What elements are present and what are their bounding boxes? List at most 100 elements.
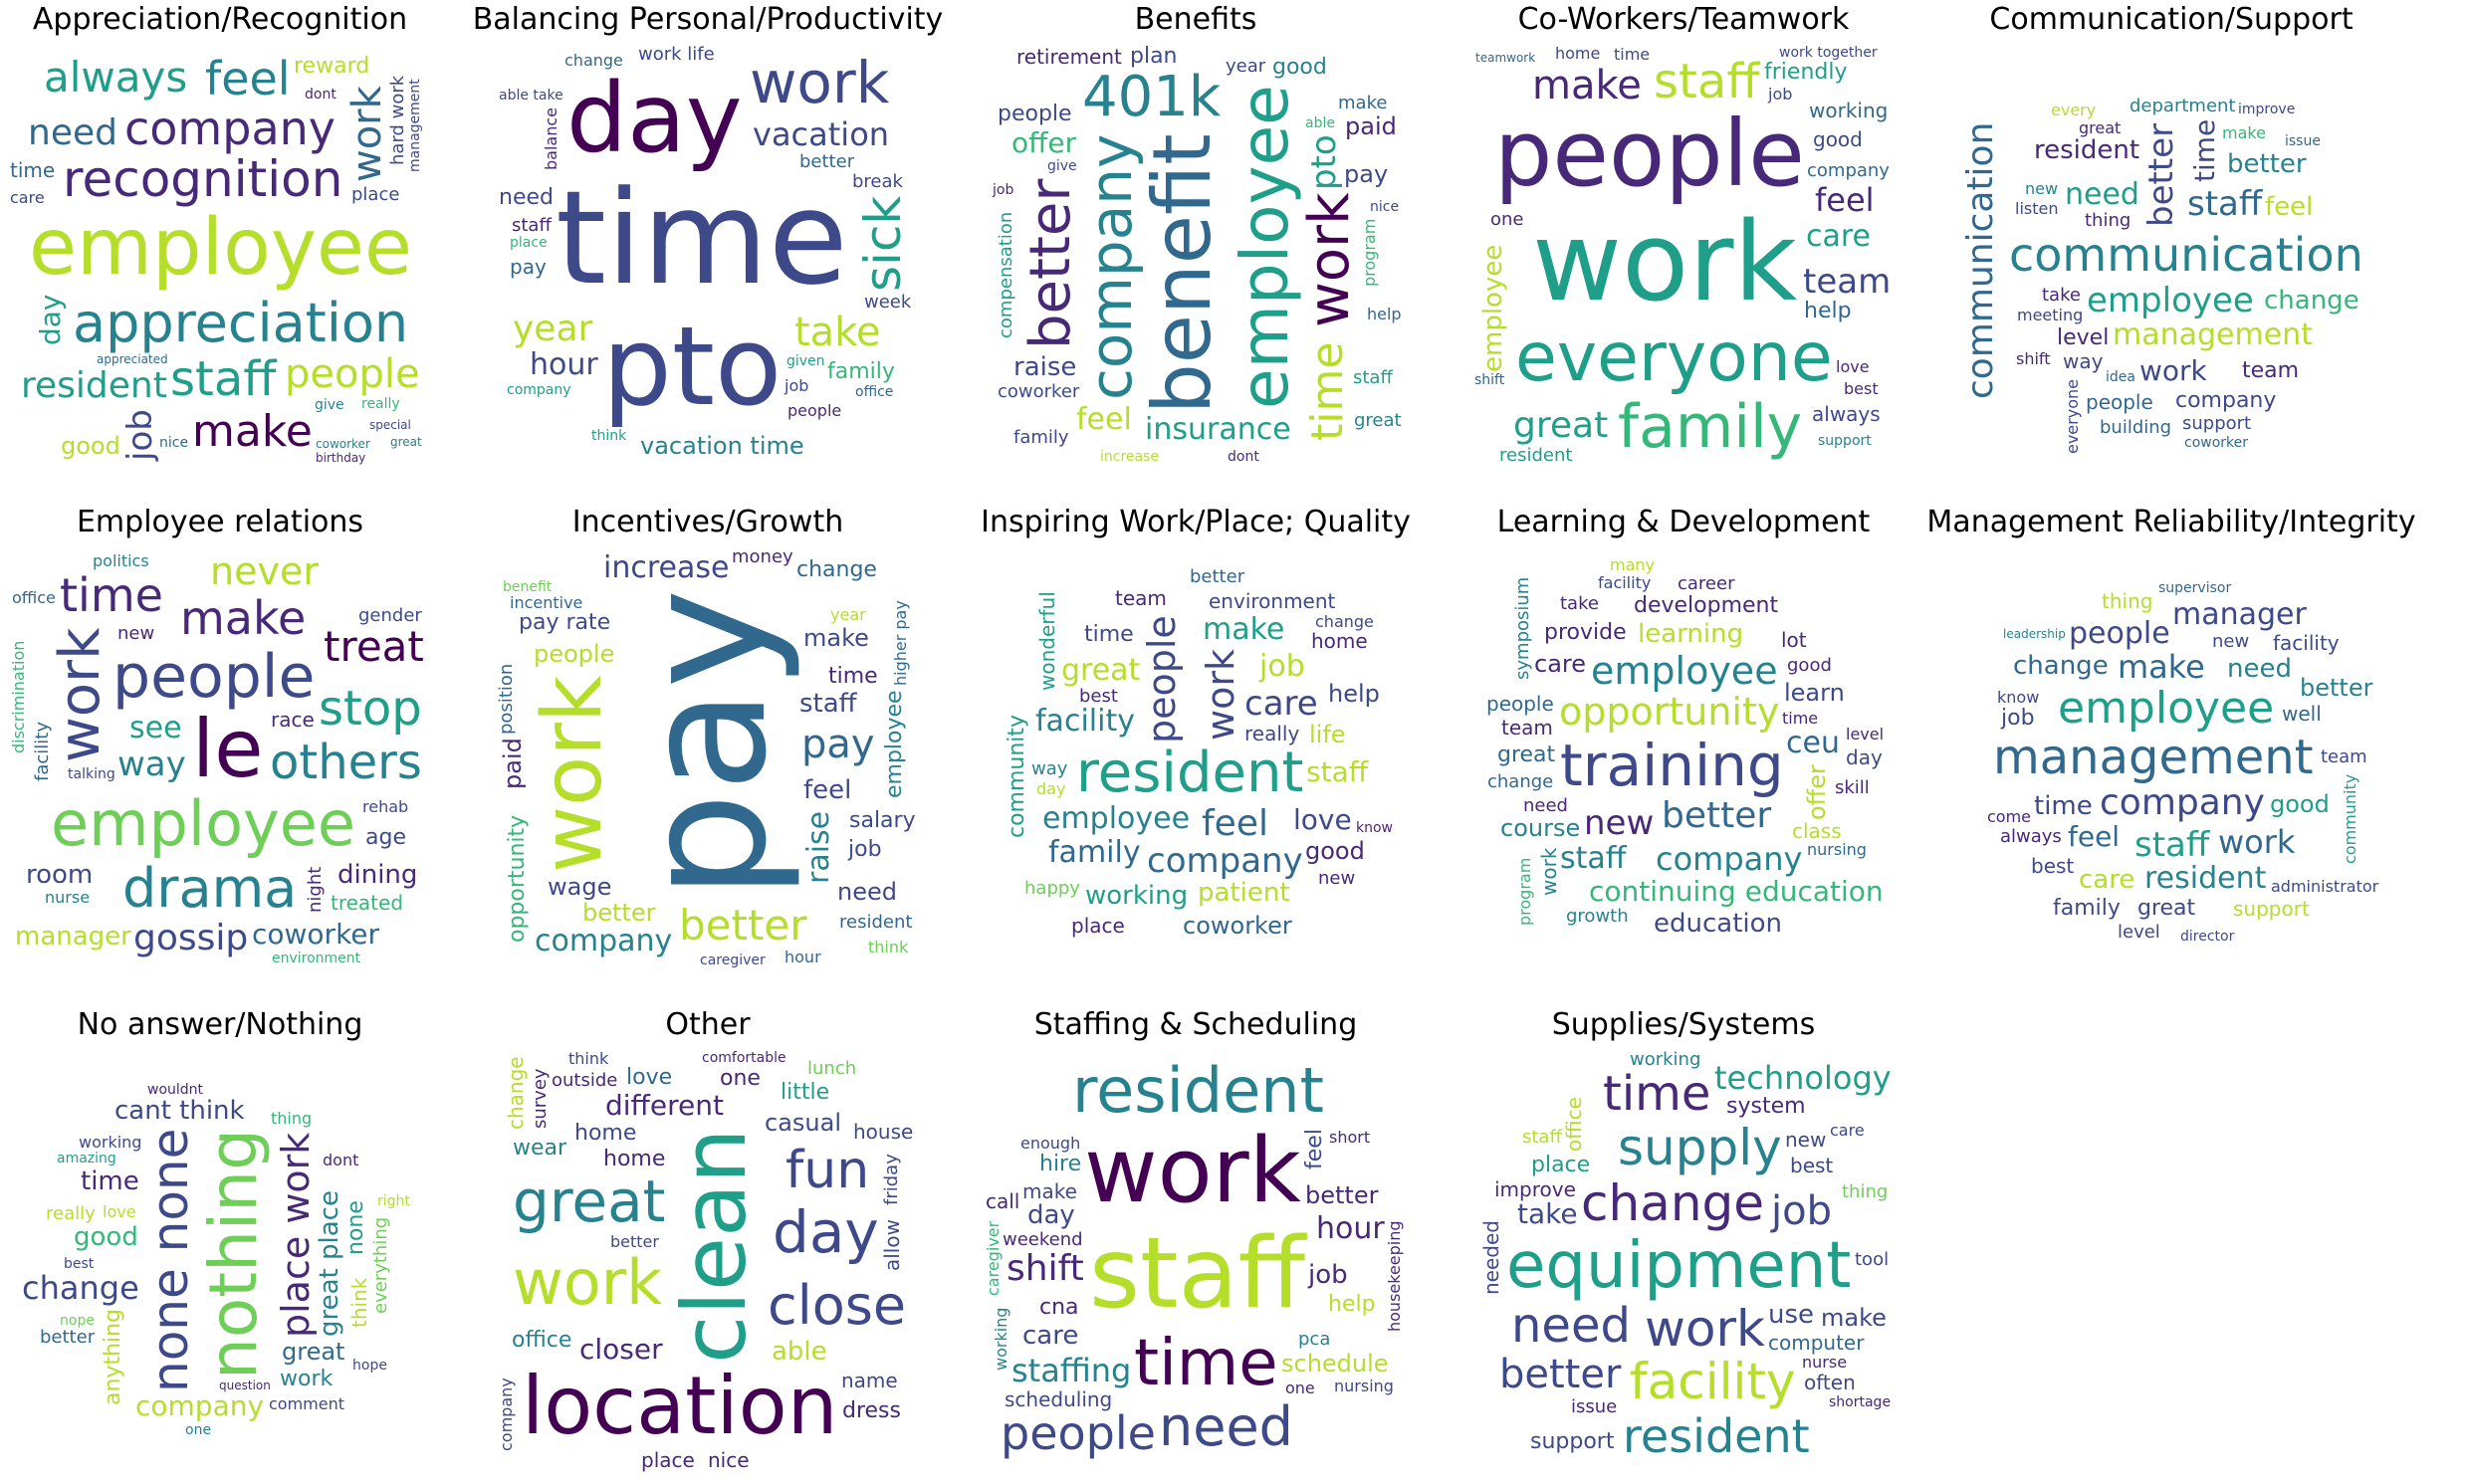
cloud-word: nope (60, 1313, 95, 1329)
cloud-word: director (2180, 929, 2235, 945)
cloud-word: best (1790, 1154, 1834, 1177)
cloud-word: take (1517, 1197, 1578, 1230)
cloud-word: location (522, 1360, 838, 1452)
word-cloud-panel: Communication/Support communication commun… (1959, 0, 2383, 468)
cloud-word: course (1500, 814, 1581, 842)
cloud-word: compensation (996, 211, 1016, 338)
cloud-word: schedule (1281, 1350, 1389, 1378)
cloud-word: gossip (133, 918, 249, 958)
cloud-word: skill (1835, 777, 1870, 798)
cloud-word: best (1844, 379, 1879, 398)
cloud-word: wage (548, 873, 612, 901)
word-cloud-panel: Balancing Personal/Productivity time pto da… (473, 0, 943, 468)
cloud-word: day (773, 1198, 879, 1266)
cloud-word: make (1022, 1179, 1077, 1203)
cloud-word: patient (1198, 878, 1290, 908)
cloud-word: staff (512, 215, 552, 236)
cloud-word: appreciated (97, 352, 168, 366)
panel-title: Employee relations (76, 505, 364, 539)
cloud-word: needed (1479, 1220, 1503, 1295)
cloud-word: closer (579, 1333, 663, 1366)
cloud-word: time (556, 162, 848, 314)
cloud-word: good (1813, 127, 1863, 151)
cloud-word: facility (2273, 631, 2340, 655)
word-cloud: resident people work feel company care employe… (984, 546, 1408, 970)
cloud-word: call (986, 1189, 1020, 1213)
cloud-word: plan (1130, 44, 1178, 69)
cloud-word: help (1328, 680, 1380, 708)
cloud-word: work (2218, 823, 2296, 861)
cloud-word: great (1513, 405, 1609, 446)
cloud-word: time (2188, 118, 2221, 182)
cloud-word: able (772, 1337, 827, 1367)
cloud-word: pay (510, 255, 547, 279)
cloud-word: level (2057, 325, 2110, 350)
cloud-word: better (40, 1327, 96, 1348)
cloud-word: technology (1714, 1059, 1892, 1097)
cloud-word: program (1515, 857, 1534, 926)
cloud-word: always (1812, 402, 1881, 426)
cloud-word: company (1807, 160, 1890, 181)
cloud-word: working (992, 1307, 1010, 1371)
cloud-word: facility (1598, 573, 1652, 592)
cloud-word: work (750, 49, 890, 116)
cloud-word: hour (1316, 1211, 1385, 1246)
cloud-word: comfortable (702, 1050, 786, 1066)
cloud-word: people (2069, 616, 2170, 651)
cloud-word: work (280, 1367, 334, 1391)
cloud-word: resident (839, 912, 913, 933)
word-cloud: equipment change work supply facility need tim… (1471, 1049, 1896, 1473)
cloud-word: really (46, 1203, 96, 1224)
cloud-word: discrimination (9, 640, 28, 753)
cloud-word: program (1360, 218, 1379, 287)
cloud-word: training (1560, 732, 1784, 799)
cloud-word: staff (1522, 1127, 1562, 1148)
cloud-word: night (305, 866, 326, 913)
cloud-word: place (1531, 1153, 1591, 1177)
cloud-word: time (1302, 341, 1353, 441)
cloud-word: know (1997, 688, 2040, 707)
cloud-word: raise (801, 810, 836, 884)
cloud-word: way (117, 744, 186, 784)
cloud-word: change (1581, 1174, 1765, 1232)
cloud-word: take (794, 310, 881, 355)
cloud-word: coworker (998, 381, 1080, 402)
cloud-word: make (2222, 123, 2266, 142)
cloud-word: think (591, 428, 627, 444)
cloud-word: place (351, 184, 400, 205)
cloud-word: able (1305, 115, 1335, 131)
cloud-word: feel (2265, 192, 2314, 222)
cloud-word: change (564, 51, 623, 70)
cloud-word: higher pay (891, 600, 910, 686)
cloud-word: job (993, 182, 1014, 198)
cloud-word: need (837, 878, 897, 906)
cloud-word: care (1244, 684, 1318, 724)
cloud-word: increase (1100, 449, 1160, 465)
cloud-word: one (1285, 1378, 1315, 1397)
cloud-word: development (1634, 593, 1779, 618)
cloud-word: great (1497, 742, 1556, 767)
cloud-word: employee (882, 690, 907, 798)
cloud-word: need (499, 185, 554, 210)
cloud-word: question (219, 1378, 271, 1392)
cloud-word: paid (499, 738, 527, 789)
cloud-word: continuing education (1589, 875, 1884, 908)
cloud-word: incentive (510, 593, 583, 612)
cloud-word: casual (765, 1109, 841, 1137)
panel-title: No answer/Nothing (77, 1007, 363, 1042)
panel-title: Communication/Support (1989, 2, 2354, 37)
cloud-word: staff (1353, 367, 1393, 388)
cloud-word: work (1084, 1119, 1301, 1223)
word-cloud: work people everyone family staff make great te… (1471, 44, 1896, 468)
cloud-word: treated (331, 891, 404, 915)
cloud-word: able take (499, 88, 563, 104)
cloud-word: money (732, 546, 793, 567)
cloud-word: rehab (362, 797, 409, 816)
cloud-word: clean (663, 1128, 766, 1364)
cloud-word: family (827, 359, 895, 384)
cloud-word: family (1013, 427, 1069, 448)
cloud-word: pto (1304, 134, 1344, 190)
cloud-word: happy (1024, 878, 1080, 899)
cloud-word: care (1534, 650, 1587, 678)
cloud-word: coworker (2184, 435, 2249, 451)
